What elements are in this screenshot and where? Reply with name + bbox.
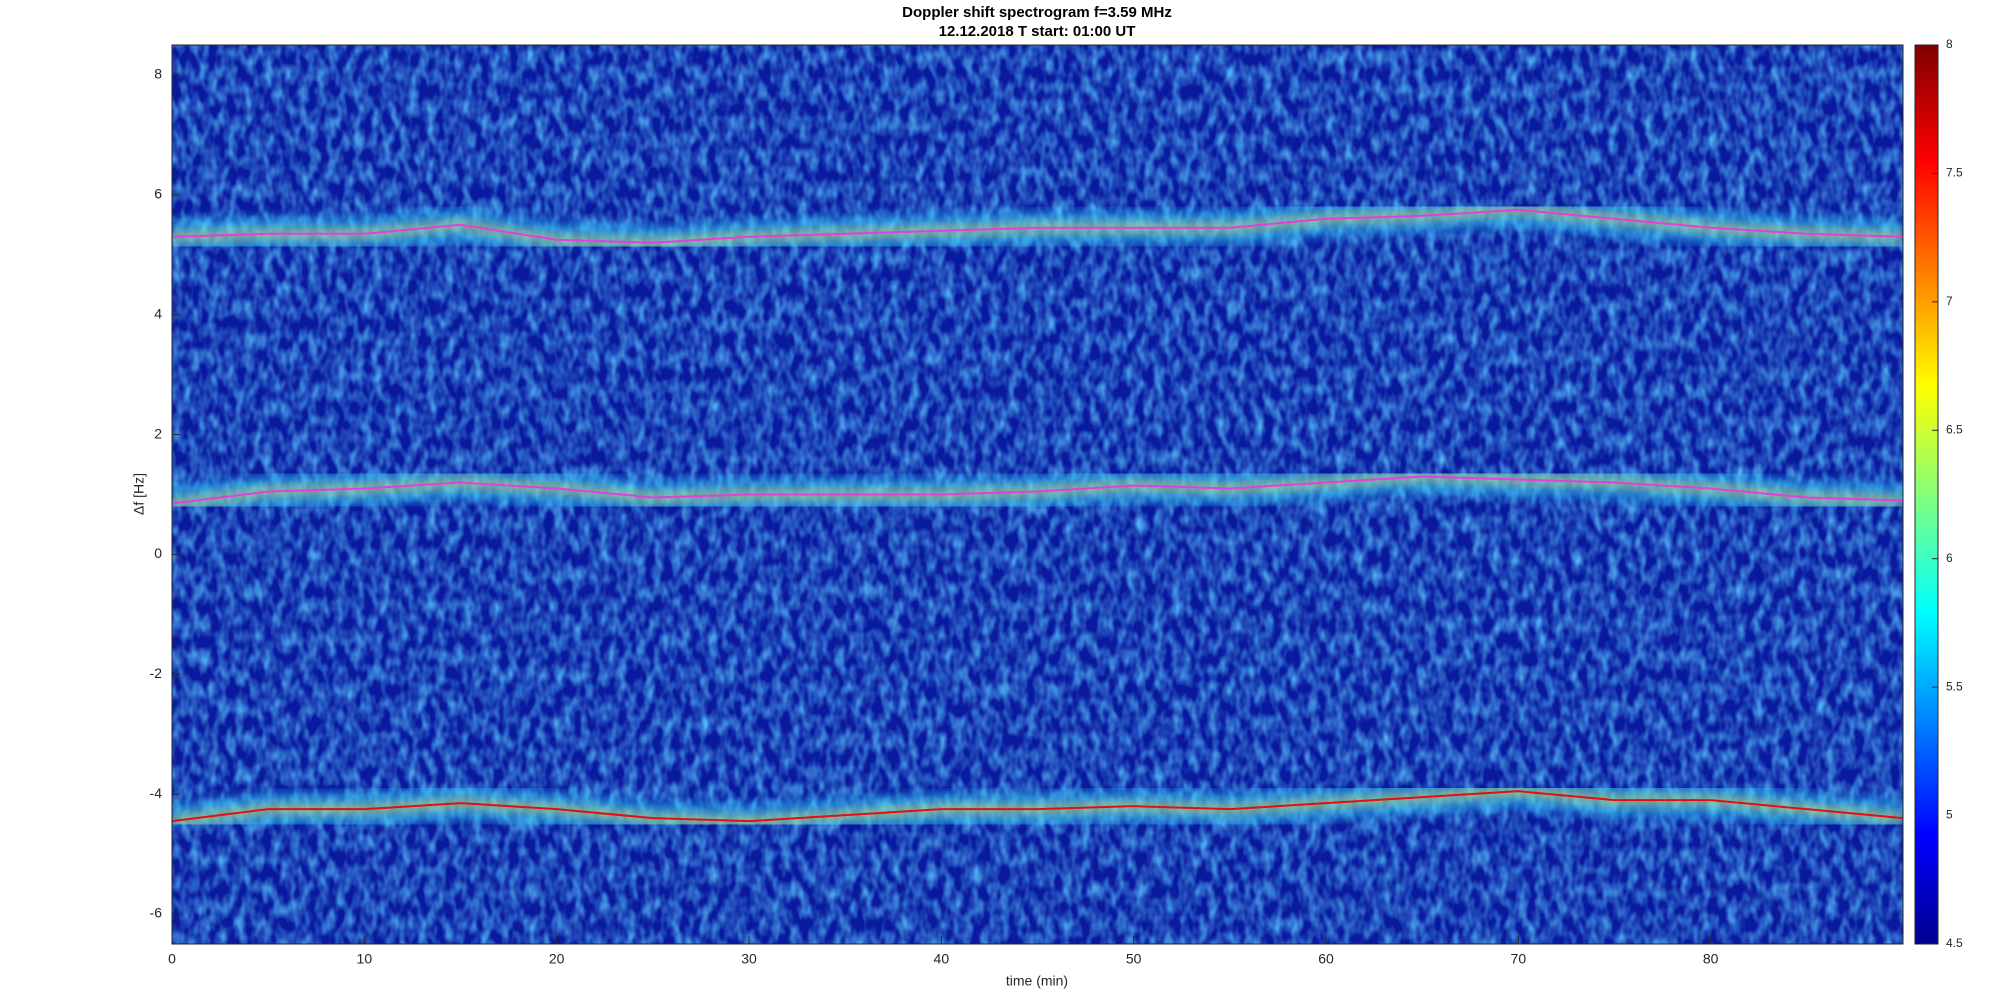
- x-tick-label: 50: [1126, 951, 1142, 967]
- x-tick-label: 70: [1511, 951, 1527, 967]
- x-tick-label: 40: [934, 951, 950, 967]
- colorbar-tick-label: 5: [1946, 808, 1953, 822]
- colorbar-tick-label: 7: [1946, 294, 1953, 308]
- trace-line: [172, 790, 1903, 823]
- colorbar-tick-label: 8: [1946, 37, 1953, 51]
- x-tick-label: 10: [357, 951, 373, 967]
- y-tick-label: 4: [154, 305, 162, 321]
- x-tick-label: 0: [168, 951, 176, 967]
- colorbar-tick-label: 4.5: [1946, 936, 1963, 950]
- chart-title: Doppler shift spectrogram f=3.59 MHz: [902, 4, 1172, 21]
- y-tick-label: 8: [154, 66, 162, 82]
- colorbar: [1914, 44, 1939, 945]
- x-tick-label: 20: [549, 951, 565, 967]
- y-tick-label: -4: [150, 785, 163, 801]
- x-tick-label: 60: [1318, 951, 1334, 967]
- y-tick-label: -2: [150, 665, 163, 681]
- x-axis-label: time (min): [1006, 973, 1068, 989]
- y-tick-label: 0: [154, 545, 162, 561]
- colorbar-tick-label: 5.5: [1946, 679, 1963, 693]
- colorbar-tick-label: 6: [1946, 551, 1953, 565]
- x-tick-label: 80: [1703, 951, 1719, 967]
- colorbar-tick-label: 7.5: [1946, 166, 1963, 180]
- plot-area: [172, 192, 1903, 839]
- trace-line: [172, 208, 1903, 244]
- y-axis-label: Δf [Hz]: [131, 473, 147, 515]
- trace-line: [172, 475, 1903, 505]
- y-tick-label: 2: [154, 425, 162, 441]
- y-tick-label: 6: [154, 186, 162, 202]
- chart-subtitle: 12.12.2018 T start: 01:00 UT: [939, 23, 1136, 40]
- x-tick-label: 30: [741, 951, 757, 967]
- y-tick-label: -6: [150, 905, 163, 921]
- colorbar-tick-label: 6.5: [1946, 422, 1963, 436]
- plot-frame: [171, 44, 1904, 945]
